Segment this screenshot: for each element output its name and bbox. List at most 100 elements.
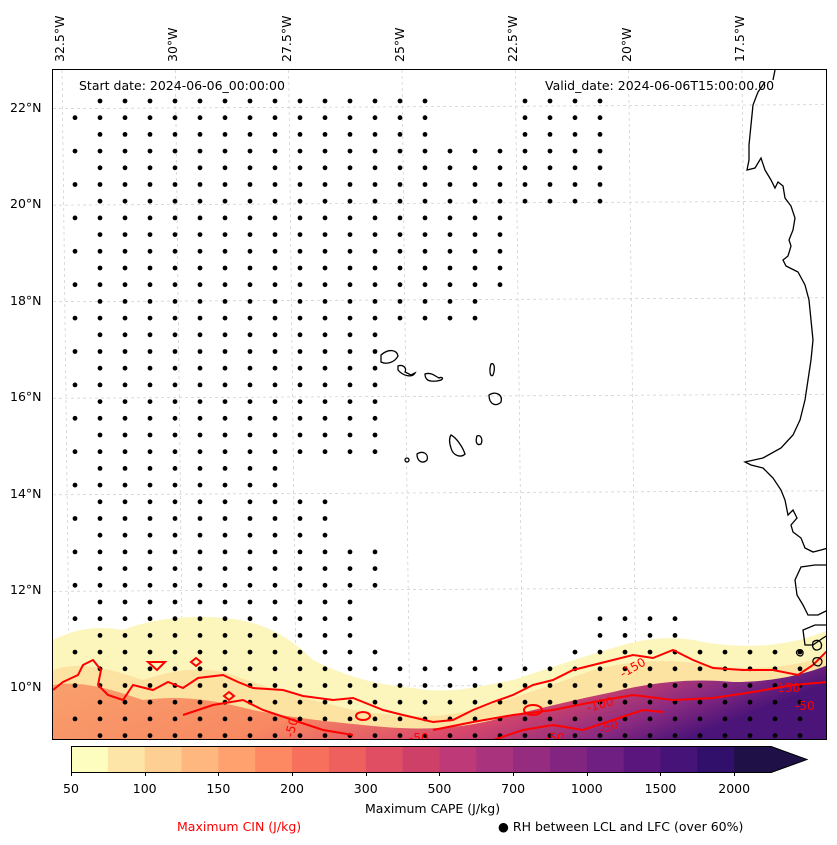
rh-dot [272, 248, 278, 254]
rh-dot [247, 432, 253, 438]
rh-dot [247, 449, 253, 455]
cin-contour-label: -50 [409, 731, 429, 740]
rh-dot [397, 165, 403, 171]
rh-dot [97, 733, 103, 738]
rh-dot [247, 132, 253, 137]
rh-dot [722, 683, 728, 688]
rh-dot [522, 666, 528, 672]
rh-dot [347, 382, 353, 388]
gridline-lat [53, 104, 826, 109]
rh-dot [122, 616, 128, 622]
rh-dot [197, 382, 203, 388]
rh-dot [147, 649, 153, 655]
rh-dot [172, 98, 178, 104]
rh-dot [322, 115, 328, 121]
rh-dot [247, 299, 253, 304]
rh-dot [322, 265, 328, 271]
rh-dot [247, 733, 253, 738]
map-panel[interactable]: -50 -50 -50 -100 -150 -150 -50 -50 [52, 69, 827, 740]
rh-dot [247, 215, 253, 221]
rh-dot [422, 299, 428, 304]
rh-dot [272, 165, 278, 171]
rh-dot [197, 399, 203, 404]
rh-dot [222, 365, 228, 371]
rh-dot [197, 282, 203, 288]
rh-dot [97, 449, 103, 455]
rh-dot [497, 265, 503, 271]
rh-dot [447, 198, 453, 204]
rh-dot [347, 148, 353, 154]
rh-dot [97, 315, 103, 321]
cin-contour-line [432, 681, 826, 731]
rh-dot [122, 466, 128, 471]
rh-dot [447, 148, 453, 154]
rh-dot [172, 549, 178, 555]
rh-dot [372, 282, 378, 288]
rh-dot [322, 98, 328, 104]
rh-dot [272, 315, 278, 321]
rh-dot [147, 666, 153, 672]
rh-dot [172, 148, 178, 154]
rh-dot [222, 549, 228, 555]
rh-dot [147, 599, 153, 605]
rh-dot [172, 265, 178, 271]
rh-dot [297, 248, 303, 254]
rh-dot [497, 215, 503, 221]
rh-dot [372, 132, 378, 137]
rh-dot [122, 349, 128, 354]
rh-dot [222, 633, 228, 638]
rh-dot [247, 549, 253, 555]
rh-dot [297, 382, 303, 388]
rh-dot [272, 683, 278, 688]
rh-dot [697, 733, 703, 738]
rh-dot [122, 582, 128, 588]
rh-dot [347, 449, 353, 455]
rh-dot [347, 399, 353, 404]
rh-dot [122, 566, 128, 571]
colorbar-segment [513, 746, 551, 773]
rh-dot [147, 516, 153, 521]
rh-dot [622, 633, 628, 638]
rh-dot [197, 599, 203, 605]
rh-dot [272, 549, 278, 555]
rh-dot [122, 482, 128, 488]
rh-dot [172, 616, 178, 622]
rh-dot [547, 148, 553, 154]
rh-dot [72, 582, 78, 588]
colorbar-tick-label: 700 [501, 781, 526, 796]
rh-dot [547, 683, 553, 688]
rh-dot [372, 382, 378, 388]
rh-dot [322, 449, 328, 455]
rh-dot [172, 482, 178, 488]
rh-dot [247, 466, 253, 471]
rh-dot [722, 733, 728, 738]
rh-dot [297, 282, 303, 288]
rh-dot [247, 365, 253, 371]
rh-dot [272, 365, 278, 371]
rh-dot [197, 532, 203, 538]
rh-dot [172, 382, 178, 388]
rh-dot [97, 716, 103, 722]
rh-dot [572, 733, 578, 738]
rh-dot [647, 733, 653, 738]
island-boa-vista [488, 392, 502, 406]
rh-dot [97, 582, 103, 588]
rh-dot [322, 315, 328, 321]
rh-dot [672, 733, 678, 738]
rh-dot [347, 716, 353, 722]
rh-dot [297, 699, 303, 705]
rh-dot [97, 549, 103, 555]
rh-dot [222, 98, 228, 104]
rh-dot [272, 265, 278, 271]
rh-dot [272, 115, 278, 121]
rh-dot [522, 699, 528, 705]
gridline-lat [53, 297, 826, 303]
rh-dot [222, 215, 228, 221]
rh-dot [197, 265, 203, 271]
rh-dot [72, 182, 78, 187]
rh-dot [197, 466, 203, 471]
rh-dot [347, 132, 353, 137]
rh-dot [197, 148, 203, 154]
rh-dot [347, 666, 353, 672]
rh-dot [472, 666, 478, 672]
